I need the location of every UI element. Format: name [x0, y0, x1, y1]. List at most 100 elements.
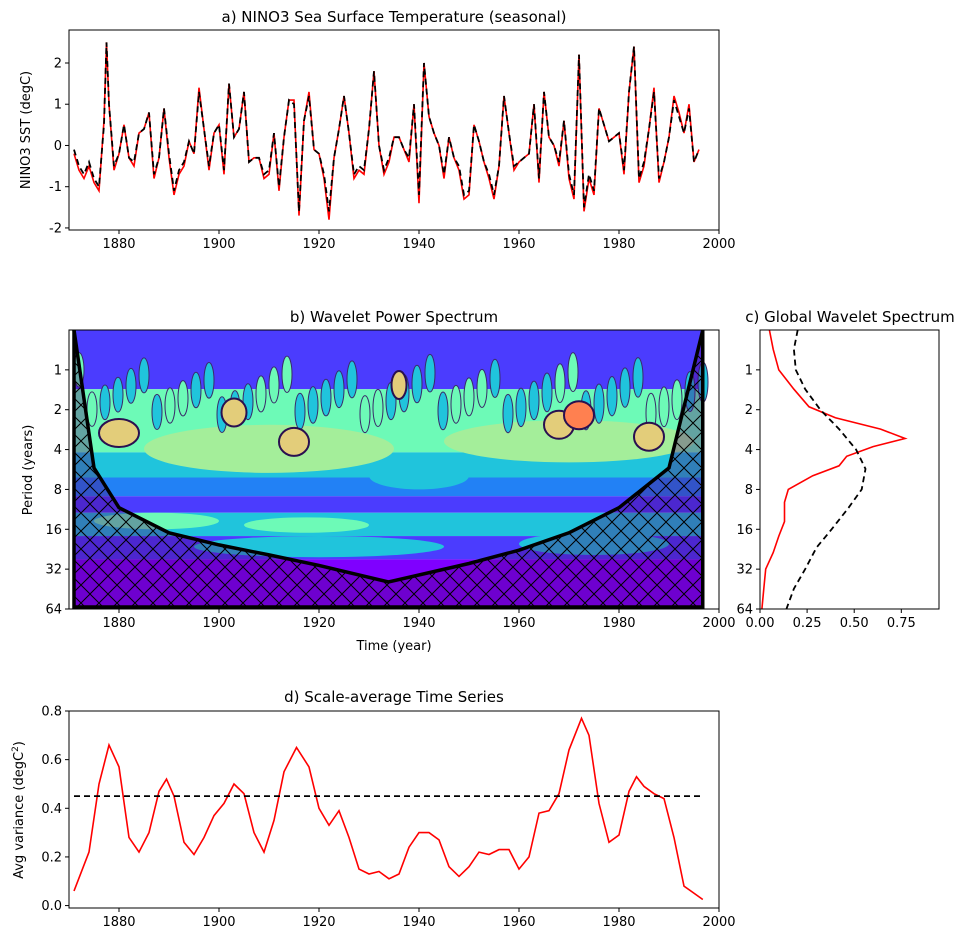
power-blob — [424, 353, 436, 393]
panel-c-title: c) Global Wavelet Spectrum — [745, 308, 954, 326]
x-tick-label: 1940 — [402, 915, 435, 930]
x-tick-label: 1900 — [202, 915, 235, 930]
y-tick-label: 1 — [54, 363, 62, 378]
panel-c-axes: 0.00 0.25 0.50 0.75 1 2 4 8 16 32 64 — [736, 363, 915, 631]
x-tick-label: 1880 — [102, 237, 135, 252]
power-blob — [294, 392, 306, 431]
power-blob — [177, 380, 189, 417]
power-blob — [476, 368, 488, 408]
power-blob — [307, 386, 319, 424]
x-tick-label: 1980 — [602, 616, 635, 631]
x-tick-label: 2000 — [702, 237, 735, 252]
panel-d-ylabel: Avg variance (degC2) — [11, 741, 27, 879]
y-tick-label: 8 — [54, 483, 62, 498]
power-blob — [554, 363, 566, 404]
power-blob — [567, 352, 579, 393]
panel-d-title: d) Scale-average Time Series — [284, 688, 504, 706]
y-tick-label: 1 — [745, 363, 753, 378]
power-blob — [346, 360, 358, 399]
power-blob — [489, 358, 501, 399]
coi-line — [72, 330, 705, 584]
x-tick-label: 2000 — [702, 616, 735, 631]
panel-a: a) NINO3 Sea Surface Temperature (season… — [19, 8, 736, 252]
panel-b-ylabel: Period (years) — [21, 425, 36, 516]
power-blob — [281, 355, 293, 393]
power-patch — [244, 517, 369, 533]
power-blob — [502, 393, 514, 434]
x-tick-label: 1880 — [102, 616, 135, 631]
panel-c-frame — [759, 329, 940, 610]
y-tick-label: 0.2 — [41, 850, 62, 865]
significant-region — [563, 400, 595, 431]
panel-b-xlabel: Time (year) — [355, 639, 431, 654]
panel-d-axes: 1880 1900 1920 1940 1960 1980 2000 0.0 0.2 0.4 0.6… — [41, 705, 735, 931]
panel-d: d) Scale-average Time Series Avg varianc… — [11, 688, 736, 930]
x-tick-label: 0.25 — [793, 616, 822, 631]
x-tick-label: 1960 — [502, 616, 535, 631]
x-tick-label: 0.75 — [887, 616, 916, 631]
power-blob — [619, 367, 631, 408]
y-tick-label: 32 — [736, 563, 753, 578]
y-tick-label: 16 — [736, 523, 753, 538]
significant-region — [98, 418, 140, 449]
panel-b-title: b) Wavelet Power Spectrum — [290, 308, 498, 326]
x-tick-label: 0.50 — [840, 616, 869, 631]
power-blob — [671, 379, 683, 421]
power-blob — [515, 387, 527, 428]
y-tick-label: 4 — [54, 443, 62, 458]
x-tick-label: 1960 — [502, 915, 535, 930]
power-blob — [411, 364, 423, 404]
power-blob — [541, 372, 553, 413]
panel-d-series — [73, 716, 704, 901]
x-tick-label: 1900 — [202, 616, 235, 631]
power-blob — [372, 388, 384, 428]
power-blob — [632, 357, 644, 398]
x-tick-label: 1920 — [302, 237, 335, 252]
x-tick-label: 1940 — [402, 237, 435, 252]
panel-a-frame — [68, 29, 720, 231]
y-tick-label: 4 — [745, 443, 753, 458]
panel-a-title: a) NINO3 Sea Surface Temperature (season… — [222, 8, 567, 26]
x-tick-label: 1940 — [402, 616, 435, 631]
x-tick-label: 2000 — [702, 915, 735, 930]
y-tick-label: 2 — [745, 403, 753, 418]
power-blob — [450, 384, 462, 424]
y-tick-label: 8 — [745, 483, 753, 498]
coi-hatch — [74, 330, 703, 609]
y-tick-label: 0.0 — [41, 899, 62, 914]
series-line-red-solid — [761, 330, 908, 609]
panel-d-ylabel-main: Avg variance (degC — [12, 752, 27, 879]
panel-b-frame — [68, 329, 720, 610]
panel-a-series — [73, 42, 700, 220]
power-blob — [658, 386, 670, 428]
x-tick-label: 1920 — [302, 915, 335, 930]
x-tick-label: 1980 — [602, 915, 635, 930]
y-tick-label: 16 — [45, 523, 62, 538]
significant-region — [220, 397, 248, 428]
y-tick-label: 32 — [45, 563, 62, 578]
power-blob — [463, 377, 475, 417]
power-blob — [203, 362, 215, 399]
y-tick-label: 64 — [736, 603, 753, 618]
y-tick-label: 0.4 — [41, 802, 62, 817]
power-blob — [112, 376, 124, 413]
panel-b-axes: 1880 1900 1920 1940 1960 1980 2000 1 2 4 8 16 32 64 — [45, 363, 735, 631]
panel-d-ylabel-end: ) — [12, 741, 27, 746]
power-blob — [437, 391, 449, 431]
y-tick-label: 2 — [54, 56, 62, 71]
power-patch — [144, 424, 394, 473]
significant-region — [278, 426, 310, 457]
panel-b-plot — [72, 330, 709, 609]
power-blob — [125, 367, 137, 404]
power-band — [74, 477, 703, 497]
power-blob — [151, 393, 163, 431]
series-line-black-dashed — [73, 42, 700, 212]
panel-d-ylabel-sup: 2 — [11, 746, 21, 752]
power-band — [74, 330, 703, 390]
power-blob — [359, 395, 371, 434]
power-blob — [593, 383, 605, 424]
power-band — [74, 496, 703, 513]
series-line-red-solid — [73, 716, 704, 901]
power-blob — [164, 387, 176, 424]
